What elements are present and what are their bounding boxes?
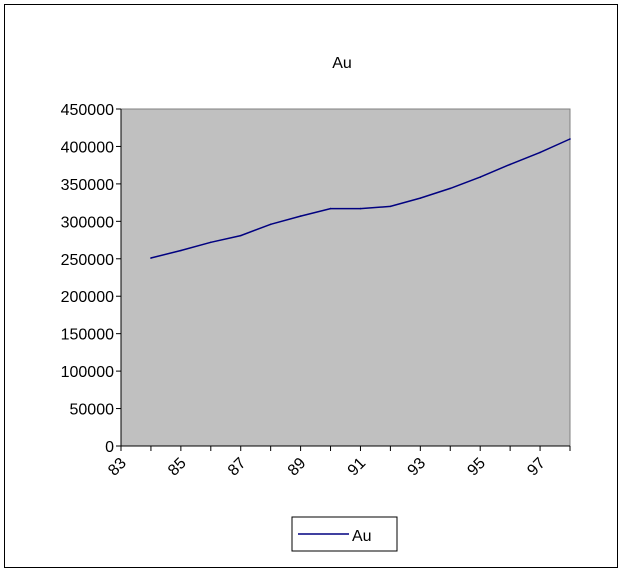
data-point [239, 234, 242, 237]
x-tick-label: 97 [524, 455, 549, 480]
x-tick-label: 95 [464, 455, 489, 480]
x-tick-label: 91 [345, 455, 370, 480]
y-tick-label: 100000 [61, 364, 114, 381]
plot-area [120, 108, 571, 447]
y-tick-label: 150000 [61, 327, 114, 344]
data-point [509, 163, 511, 166]
data-point [150, 257, 152, 259]
data-point [569, 138, 571, 140]
data-point [389, 205, 392, 208]
data-point [449, 187, 452, 190]
y-tick-label: 200000 [61, 289, 114, 306]
x-tick-label: 89 [285, 455, 310, 480]
y-tick-label: 450000 [61, 102, 114, 119]
data-point [479, 176, 482, 178]
data-point [329, 207, 332, 210]
x-tick-label: 83 [105, 455, 130, 480]
data-point [210, 241, 212, 244]
data-point [180, 249, 182, 252]
x-tick-label: 85 [165, 455, 190, 480]
y-tick-label: 400000 [61, 139, 114, 156]
x-tick-label: 93 [405, 455, 430, 480]
x-tick-label: 87 [225, 455, 250, 480]
data-point [539, 151, 541, 154]
legend-label-au: Au [352, 528, 372, 545]
y-tick-label: 0 [105, 439, 114, 456]
y-axis: 0 50000 100000 150000 200000 250000 300000 3500… [61, 102, 122, 456]
y-tick-label: 50000 [70, 402, 115, 419]
x-axis: 83 85 87 89 91 93 95 97 [105, 445, 571, 480]
series-layer [150, 138, 571, 259]
y-tick-label: 250000 [61, 252, 114, 269]
y-tick-label: 300000 [61, 214, 114, 231]
legend: Au [291, 516, 398, 552]
data-point [419, 197, 422, 199]
chart-title: Au [332, 55, 352, 72]
data-point [359, 207, 362, 210]
data-point [269, 223, 272, 226]
data-point [299, 215, 302, 217]
y-tick-label: 350000 [61, 177, 114, 194]
